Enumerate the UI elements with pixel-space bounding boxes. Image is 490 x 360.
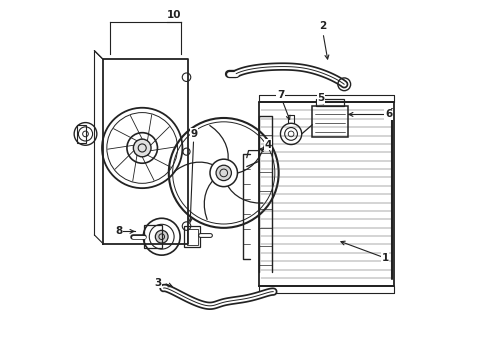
Text: 8: 8 bbox=[116, 226, 123, 237]
Circle shape bbox=[155, 230, 168, 243]
Text: 6: 6 bbox=[385, 109, 392, 120]
Bar bbox=[187, 229, 198, 244]
Text: 9: 9 bbox=[190, 129, 197, 139]
Text: 3: 3 bbox=[154, 278, 162, 288]
Text: 5: 5 bbox=[318, 94, 325, 103]
Text: 4: 4 bbox=[264, 140, 272, 149]
Bar bbox=[77, 125, 86, 143]
Circle shape bbox=[216, 165, 231, 181]
Text: 7: 7 bbox=[277, 90, 284, 100]
Bar bbox=[316, 99, 344, 105]
Text: 10: 10 bbox=[167, 10, 181, 20]
Bar bbox=[184, 226, 200, 247]
Text: 1: 1 bbox=[381, 253, 389, 263]
Bar bbox=[312, 105, 348, 138]
Text: 2: 2 bbox=[319, 21, 327, 31]
Circle shape bbox=[133, 139, 151, 157]
Bar bbox=[144, 225, 162, 248]
